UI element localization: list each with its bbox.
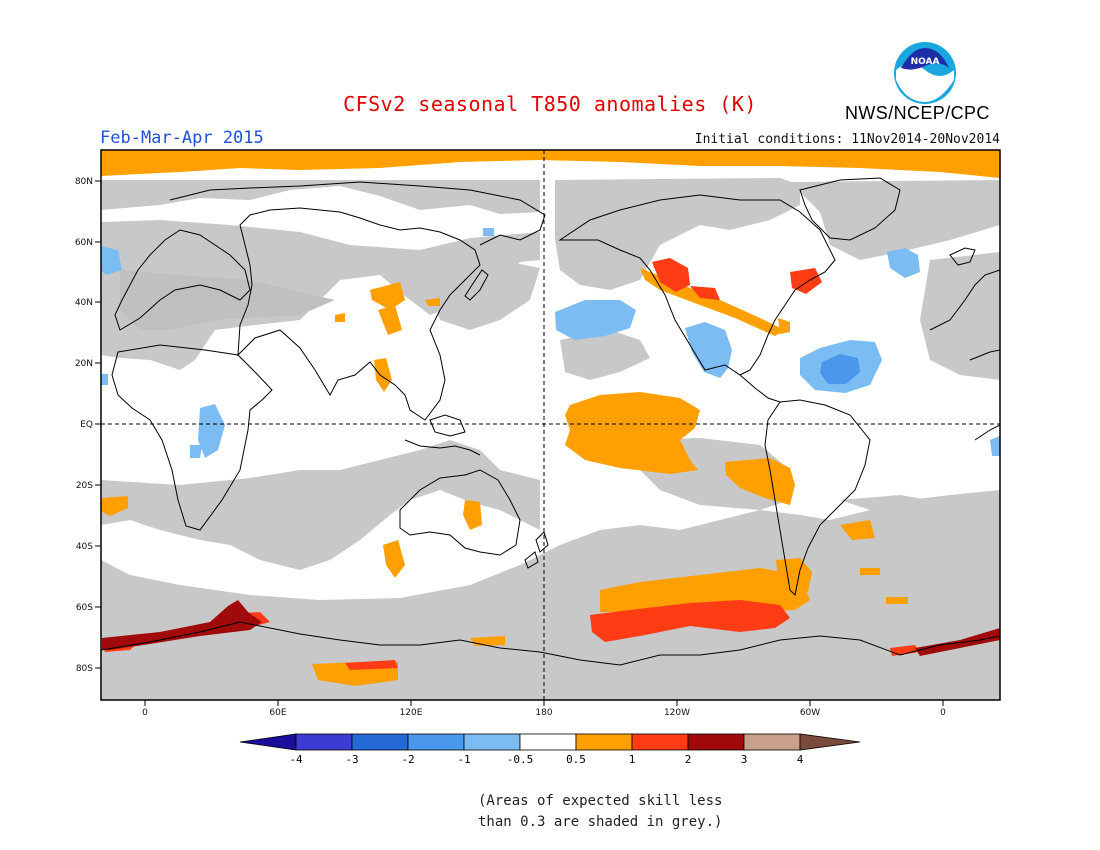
lon-label: 60E — [269, 708, 286, 718]
lat-label: 60S — [76, 603, 93, 613]
warm-anomaly-0.5-1 — [101, 150, 1000, 686]
noaa-logo: NOAA — [894, 42, 956, 104]
lon-label: 0 — [142, 708, 148, 718]
agency-label: NWS/NCEP/CPC — [845, 103, 990, 123]
legend-swatch — [631, 733, 689, 751]
lat-label: 40N — [75, 298, 93, 308]
coastlines — [101, 177, 1000, 666]
lon-label: 120W — [664, 708, 690, 718]
legend-swatch — [351, 733, 409, 751]
legend-tick-label: 1 — [629, 753, 636, 766]
lat-axis: 80N 60N 40N 20N EQ 20S 40S 60S 80S — [75, 177, 101, 674]
legend-arrow-high — [799, 733, 861, 751]
lon-label: 180 — [535, 708, 552, 718]
legend-swatch — [295, 733, 353, 751]
legend-swatch — [463, 733, 521, 751]
lon-label: 60W — [800, 708, 820, 718]
legend-swatch — [407, 733, 465, 751]
lat-label: 80N — [75, 177, 93, 187]
skill-note-line2: than 0.3 are shaded in grey.) — [478, 814, 723, 830]
legend-swatch — [743, 733, 801, 751]
cold-anomaly-1-2 — [820, 354, 860, 384]
lon-label: 0 — [940, 708, 946, 718]
lat-label: 40S — [76, 542, 93, 552]
color-legend: -4 -3 -2 -1 -0.5 0.5 1 2 3 4 — [239, 733, 861, 766]
lat-label: 60N — [75, 238, 93, 248]
legend-tick-label: -3 — [345, 753, 358, 766]
legend-tick-label: -2 — [401, 753, 414, 766]
lat-label: 80S — [76, 664, 93, 674]
skill-note: (Areas of expected skill less than 0.3 a… — [478, 791, 722, 833]
legend-tick-label: 3 — [741, 753, 748, 766]
lat-label: 20S — [76, 481, 93, 491]
skill-note-line1: (Areas of expected skill less — [478, 793, 723, 809]
forecast-period: Feb-Mar-Apr 2015 — [100, 128, 264, 148]
legend-swatch — [687, 733, 745, 751]
legend-tick-label: 2 — [685, 753, 692, 766]
legend-arrow-low — [239, 733, 297, 751]
lon-label: 120E — [400, 708, 423, 718]
legend-tick-label: 0.5 — [566, 753, 586, 766]
warm-anomaly-2-3 — [102, 600, 1000, 656]
legend-tick-label: -4 — [289, 753, 303, 766]
legend-swatch — [519, 733, 577, 751]
legend-tick-label: -0.5 — [507, 753, 534, 766]
legend-tick-label: -1 — [457, 753, 470, 766]
lon-axis: 0 60E 120E 180 120W 60W 0 — [142, 700, 946, 718]
legend-tick-label: 4 — [797, 753, 804, 766]
lat-label: EQ — [80, 420, 93, 430]
low-skill-regions — [101, 178, 1000, 700]
logo-text: NOAA — [911, 57, 940, 67]
lat-label: 20N — [75, 359, 93, 369]
legend-swatch — [575, 733, 633, 751]
chart-title: CFSv2 seasonal T850 anomalies (K) — [343, 92, 757, 116]
map-frame — [100, 149, 1001, 701]
initial-conditions: Initial conditions: 11Nov2014-20Nov2014 — [694, 132, 1000, 147]
